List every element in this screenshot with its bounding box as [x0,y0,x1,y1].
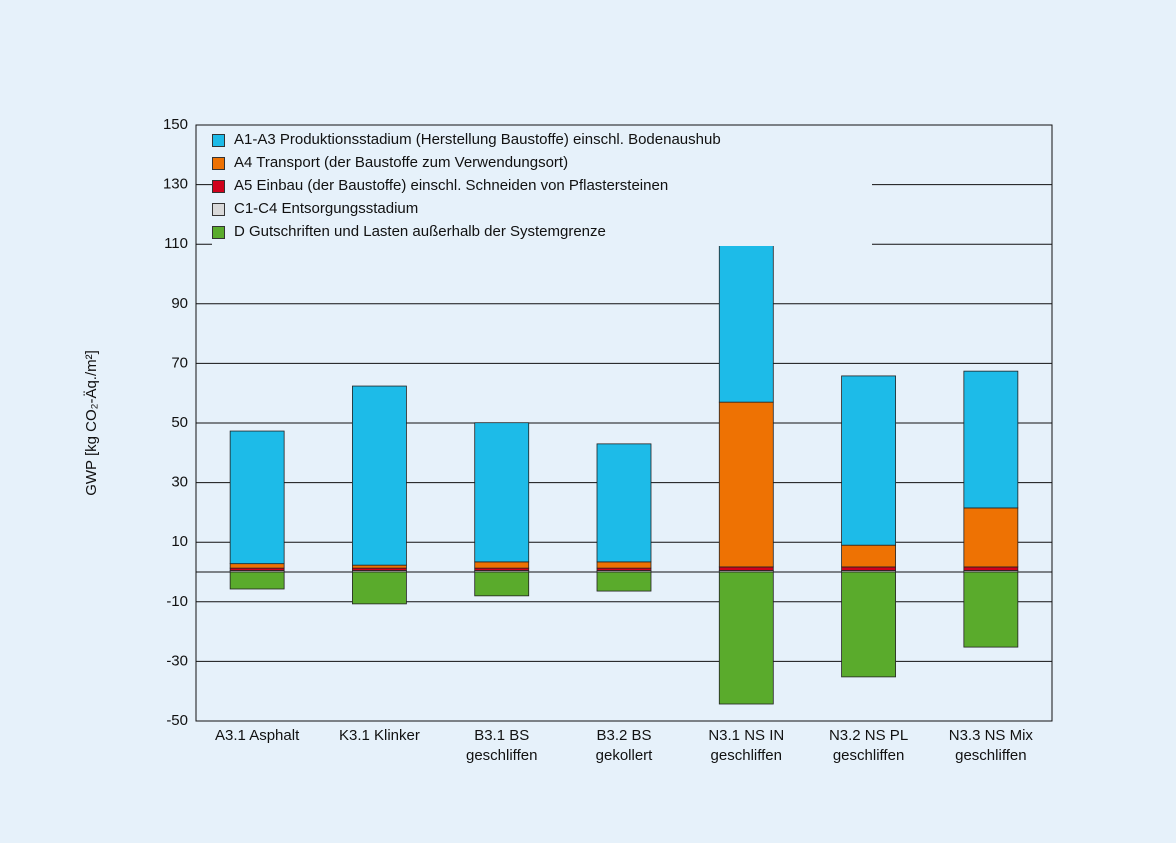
y-tick-label: -50 [166,712,188,729]
bar-segment [229,563,285,569]
bar-segment [474,571,530,597]
legend-swatch [212,203,225,216]
legend-swatch [212,180,225,193]
legend-item: A4 Transport (der Baustoffe zum Verwendu… [212,154,872,172]
x-tick-label: K3.1 Klinker [339,727,420,744]
bar-segment [352,564,407,569]
bar-segment [841,571,896,678]
bar-segment [963,566,1019,571]
legend-label: A1-A3 Produktionsstadium (Herstellung Ba… [234,131,721,148]
legend-item: A5 Einbau (der Baustoffe) einschl. Schne… [212,177,872,195]
legend-swatch [212,226,225,239]
bar-segment [596,571,652,592]
x-tick-label: B3.2 BS [596,727,651,744]
x-tick-label: geschliffen [466,747,537,764]
legend-swatch [212,134,225,147]
bar-segment [352,385,407,566]
plot-frame [195,124,1053,722]
legend-label: A5 Einbau (der Baustoffe) einschl. Schne… [234,177,669,194]
x-tick-label: B3.1 BS [474,727,529,744]
y-tick-label: 110 [164,235,188,252]
x-tick-label: gekollert [596,747,654,764]
bar-segment [718,566,774,571]
y-tick-label: 70 [171,354,188,371]
legend-item: C1-C4 Entsorgungsstadium [212,200,872,218]
x-tick-label: geschliffen [955,747,1026,764]
y-tick-label: 10 [171,533,188,550]
legend-label: D Gutschriften und Lasten außerhalb der … [234,223,606,240]
legend-label: C1-C4 Entsorgungsstadium [234,200,419,217]
legend-label: A4 Transport (der Baustoffe zum Verwendu… [234,154,569,171]
bar-segment [229,430,285,565]
x-tick-label: geschliffen [833,747,904,764]
y-tick-label: 90 [171,295,188,312]
y-tick-label: -30 [166,652,188,669]
x-tick-label: N3.3 NS Mix [949,727,1034,744]
x-tick-label: N3.2 NS PL [829,727,908,744]
bar-segment [718,571,774,705]
bar-segment [841,544,896,568]
y-tick-label: 130 [163,176,188,193]
bar-segment [841,566,896,571]
bar-segment [474,422,530,563]
y-tick-label: 30 [171,474,188,491]
bar-segment [596,443,652,563]
bar-segment [352,571,407,605]
legend-swatch [212,157,225,170]
bar-segment [474,561,530,569]
y-tick-label: -10 [166,593,188,610]
bar-segment [963,507,1019,568]
bar-segment [229,571,285,590]
bar-segment [963,370,1019,509]
y-axis-label: GWP [kg CO₂-Äq./m²] [83,350,100,496]
legend-item: D Gutschriften und Lasten außerhalb der … [212,223,872,241]
bar-segment [596,561,652,569]
legend: A1-A3 Produktionsstadium (Herstellung Ba… [212,131,872,246]
x-tick-label: geschliffen [711,747,782,764]
y-tick-label: 150 [163,116,188,133]
x-tick-label: A3.1 Asphalt [215,727,300,744]
bar-segment [841,375,896,546]
legend-item: A1-A3 Produktionsstadium (Herstellung Ba… [212,131,872,149]
bar-segment [718,401,774,568]
y-tick-label: 50 [171,414,188,431]
x-tick-label: N3.1 NS IN [708,727,784,744]
bar-segment [963,571,1019,648]
